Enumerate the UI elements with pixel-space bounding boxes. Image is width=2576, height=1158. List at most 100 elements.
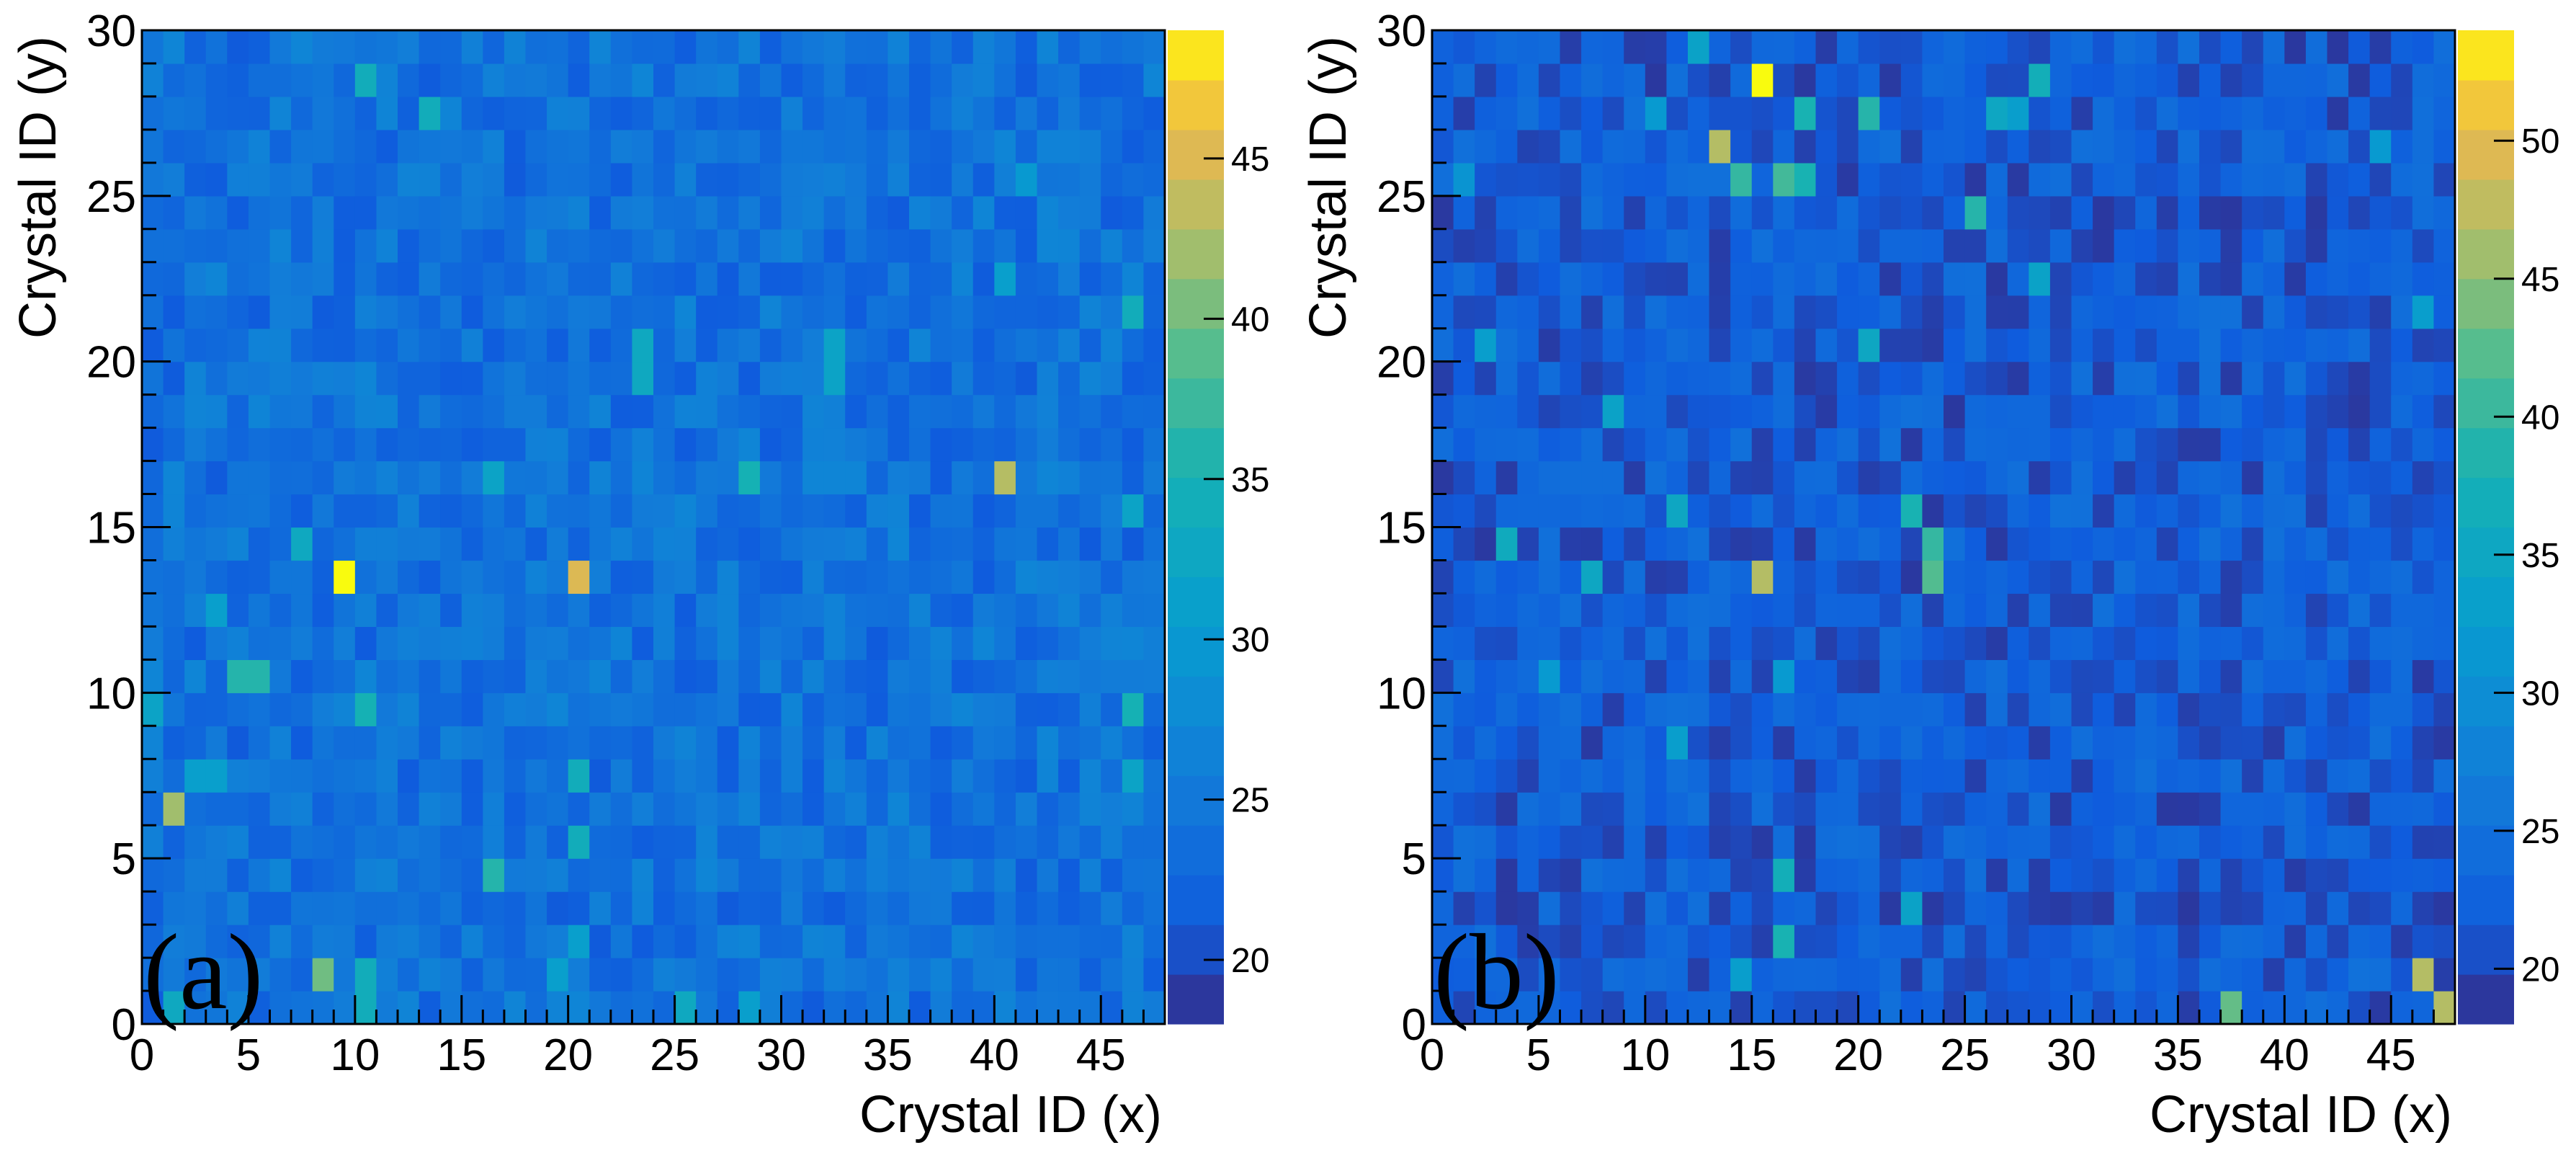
heatmap-cell [1879,991,1902,1025]
heatmap-cell [1986,394,2008,429]
heatmap-cell [1944,925,1966,958]
heatmap-cell [589,228,612,263]
heatmap-cell [334,792,356,826]
heatmap-cell [1122,30,1145,64]
heatmap-cell [2156,262,2179,296]
heatmap-cell [547,759,569,793]
heatmap-cell [1602,659,1624,693]
heatmap-cell [2199,527,2222,561]
heatmap-cell [2178,991,2200,1025]
heatmap-cell [2049,925,2072,958]
heatmap-cell [354,726,377,760]
heatmap-cell [696,195,718,230]
heatmap-cell [2049,759,2072,793]
heatmap-cell [312,858,334,892]
heatmap-cell [1122,825,1145,859]
heatmap-cell [1944,626,1966,660]
heatmap-cell [632,759,654,793]
heatmap-cell [2029,659,2051,693]
heatmap-cell [1122,162,1145,197]
heatmap-cell [1581,262,1604,296]
heatmap-cell [994,262,1016,296]
heatmap-cell [205,328,228,362]
colorbar-segment [1168,278,1224,329]
heatmap-cell [2305,891,2328,925]
heatmap-cell [2029,925,2051,958]
heatmap-cell [2135,825,2157,859]
heatmap-cell [334,726,356,760]
heatmap-cell [2433,394,2456,429]
heatmap-cell [845,858,867,892]
heatmap-cell [1143,162,1166,197]
heatmap-cell [1475,958,1497,992]
heatmap-cell [1058,96,1081,130]
heatmap-cell [1858,295,1880,329]
heatmap-cell [2007,958,2029,992]
heatmap-cell [1964,659,1987,693]
heatmap-cell [1475,394,1497,429]
heatmap-cell [269,30,292,64]
heatmap-cell [2433,494,2456,528]
heatmap-cell [930,494,952,528]
heatmap-cell [440,858,462,892]
heatmap-cell [2433,759,2456,793]
heatmap-cell [632,958,654,992]
heatmap-cell [1666,262,1689,296]
heatmap-cell [1560,63,1582,97]
heatmap-cell [653,792,676,826]
heatmap-cell [1773,262,1795,296]
heatmap-cell [269,162,292,197]
heatmap-cell [1645,560,1668,594]
heatmap-cell [142,63,164,97]
heatmap-cell [291,96,313,130]
heatmap-cell [802,328,825,362]
heatmap-cell [525,427,547,462]
heatmap-cell [2348,759,2371,793]
heatmap-cell [1900,527,1923,561]
heatmap-cell [610,958,633,992]
heatmap-cell [184,726,207,760]
heatmap-cell [2093,427,2115,462]
heatmap-cell [483,460,505,495]
heatmap-cell [994,195,1016,230]
heatmap-cell [2305,427,2328,462]
heatmap-cell [952,759,974,793]
heatmap-cell [1475,991,1497,1025]
heatmap-cell [1058,958,1081,992]
heatmap-cell [1645,295,1668,329]
heatmap-cell [184,991,207,1025]
heatmap-cell [2029,726,2051,760]
heatmap-cell [1730,394,1753,429]
colorbar-tick-label: 50 [2521,123,2559,161]
heatmap-cell [653,162,676,197]
heatmap-cell [1645,262,1668,296]
heatmap-cell [674,626,697,660]
heatmap-cell [1815,30,1838,64]
heatmap-cell [419,295,441,329]
heatmap-cell [1079,295,1101,329]
heatmap-cell [802,494,825,528]
heatmap-cell [1475,30,1497,64]
heatmap-cell [2178,891,2200,925]
heatmap-cell [1666,759,1689,793]
heatmap-cell [2007,626,2029,660]
heatmap-cell [269,96,292,130]
heatmap-cell [419,726,441,760]
heatmap-cell [2071,593,2093,627]
heatmap-cell [2071,891,2093,925]
heatmap-cell [1560,394,1582,429]
heatmap-cell [1122,195,1145,230]
heatmap-cell [525,394,547,429]
heatmap-cell [2391,494,2413,528]
heatmap-cell [866,394,889,429]
heatmap-cell [589,295,612,329]
heatmap-cell [2114,328,2136,362]
heatmap-cell [461,129,483,164]
heatmap-cell [1986,858,2008,892]
heatmap-cell [2284,262,2307,296]
heatmap-cell [1645,891,1668,925]
heatmap-cell [2029,958,2051,992]
heatmap-cell [334,891,356,925]
heatmap-cell [1538,394,1561,429]
